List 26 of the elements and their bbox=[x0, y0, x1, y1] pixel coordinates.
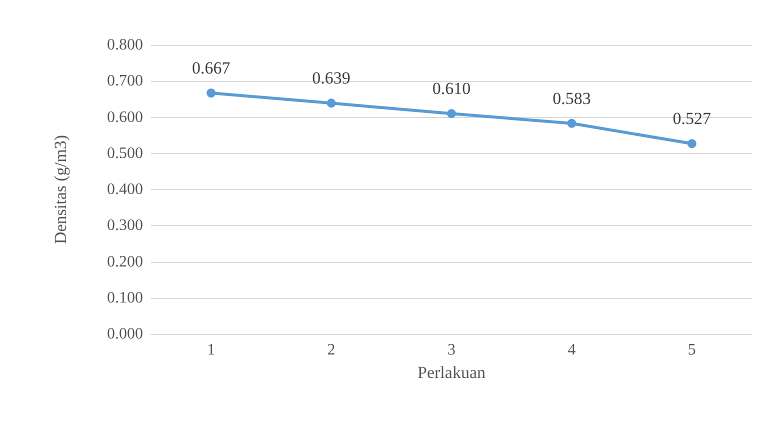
point bbox=[447, 109, 456, 118]
y-tick-label: 0.300 bbox=[107, 217, 143, 234]
y-tick-label: 0.600 bbox=[107, 108, 143, 126]
y-tick-label: 0.400 bbox=[107, 181, 143, 198]
y-tick-label: 0.500 bbox=[107, 144, 143, 162]
y-tick-label: 0.200 bbox=[107, 253, 143, 270]
data-label: 0.667 bbox=[192, 58, 231, 78]
data-label: 0.527 bbox=[672, 109, 712, 128]
data-label: 0.583 bbox=[552, 88, 591, 108]
x-tick-label: 5 bbox=[688, 342, 696, 358]
point bbox=[687, 139, 696, 148]
y-tick-label: 0.800 bbox=[107, 36, 143, 54]
data-label: 0.639 bbox=[312, 68, 350, 88]
y-tick-label: 0.700 bbox=[107, 72, 143, 90]
y-tick-label: 0.100 bbox=[107, 289, 143, 306]
y-axis-title: Densitas (g/m3) bbox=[51, 134, 70, 244]
point bbox=[206, 88, 216, 98]
x-tick-label: 3 bbox=[448, 342, 456, 358]
data-label: 0.610 bbox=[432, 79, 471, 98]
x-tick-label: 4 bbox=[568, 342, 576, 358]
point bbox=[567, 118, 576, 128]
x-tick-label: 1 bbox=[207, 342, 216, 358]
x-axis-title: Perlakuan bbox=[418, 363, 486, 382]
x-tick-label: 2 bbox=[327, 342, 336, 358]
y-tick-label: 0.000 bbox=[107, 326, 143, 342]
point bbox=[326, 98, 336, 108]
